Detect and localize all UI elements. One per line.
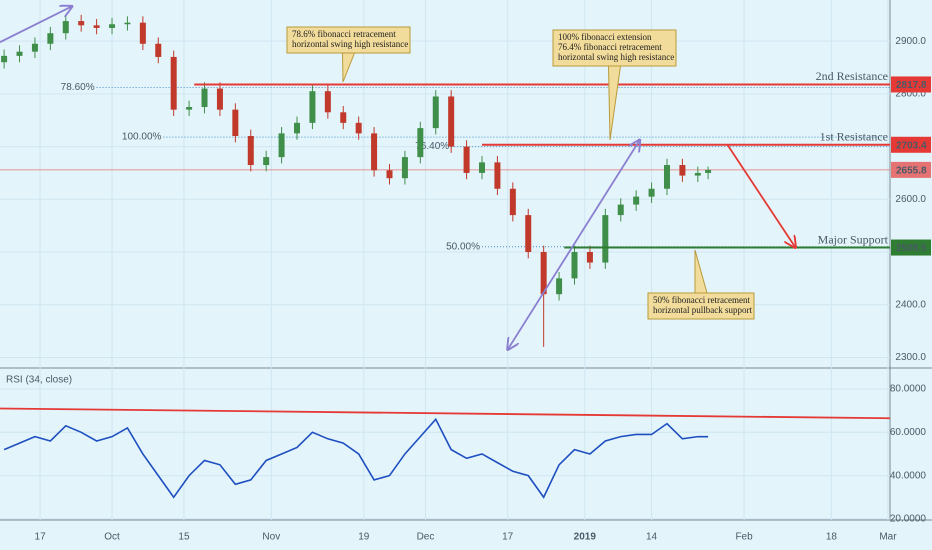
y-tick-label: 2800.0 (895, 88, 926, 99)
candle-body (633, 196, 640, 205)
candle-body (263, 157, 270, 166)
callout-text: 78.6% fibonacci retracement (292, 29, 396, 39)
candle-body (139, 22, 146, 44)
trendline (0, 6, 72, 43)
candle-body (448, 96, 455, 147)
candle-body (278, 133, 285, 158)
callout-text: horizontal swing high resistance (292, 39, 408, 49)
candle-body (556, 278, 563, 295)
x-tick-label: Nov (262, 532, 280, 543)
y-tick-label: 2900.0 (895, 36, 926, 47)
candle-body (617, 204, 624, 216)
candle-body (47, 33, 54, 44)
current-price: 2655.8 (896, 166, 927, 177)
level-value: 2703.4 (896, 140, 927, 151)
candle-body (705, 169, 712, 173)
candle-body (648, 188, 655, 197)
x-tick-label: Feb (735, 532, 753, 543)
x-tick-label: Oct (104, 532, 120, 543)
candle-body (78, 21, 85, 26)
candle-body (216, 88, 223, 110)
candle-body (571, 252, 578, 279)
callout-text: 50% fibonacci retracement (653, 295, 750, 305)
candle-body (432, 96, 439, 129)
candle-body (525, 215, 532, 253)
candle-body (478, 162, 485, 173)
candle-body (324, 91, 331, 113)
candle-body (679, 165, 686, 176)
x-tick-label: Dec (417, 532, 435, 543)
fib-label: 76.40% (415, 141, 449, 152)
x-tick-label: 15 (178, 532, 190, 543)
candle-body (355, 122, 362, 134)
level-value: 2508.5 (896, 243, 927, 254)
candle-body (386, 170, 393, 179)
fib-label: 50.00% (446, 241, 480, 252)
candle-body (1, 55, 8, 63)
candle-body (186, 107, 193, 110)
level-name: Major Support (818, 232, 889, 246)
callout-text: 76.4% fibonacci retracement (558, 42, 662, 52)
fib-label: 100.00% (122, 132, 162, 143)
x-tick-label: 18 (826, 532, 838, 543)
x-tick-label: Mar (879, 532, 897, 543)
candle-body (294, 122, 301, 134)
candle-body (232, 109, 239, 137)
level-name: 1st Resistance (820, 130, 888, 144)
level-tag (891, 136, 931, 153)
trendline (726, 144, 796, 248)
x-tick-label: 17 (502, 532, 514, 543)
x-tick-label: 14 (646, 532, 658, 543)
candle-body (31, 43, 38, 52)
candle-body (340, 112, 347, 123)
candle-body (62, 21, 69, 34)
rsi-title: RSI (34, close) (6, 375, 72, 386)
rsi-line (3, 417, 709, 499)
candle-body (463, 146, 470, 173)
callout-text: horizontal swing high resistance (558, 52, 674, 62)
callout-box (647, 249, 755, 320)
x-tick-label: 19 (358, 532, 370, 543)
candle-body (586, 252, 593, 263)
callout-text: horizontal pullback support (653, 305, 752, 315)
candle-body (170, 56, 177, 110)
candle-body (309, 91, 316, 123)
level-tag (891, 76, 931, 93)
y-tick-label: 60.0000 (890, 427, 927, 438)
candle-body (93, 25, 100, 28)
candle-body (109, 24, 116, 28)
x-tick-label: 2019 (574, 532, 597, 543)
candle-body (494, 162, 501, 189)
candle-body (16, 51, 23, 56)
candle-body (509, 188, 516, 216)
candle-body (201, 88, 208, 108)
callout-box (286, 26, 411, 83)
candle-body (124, 22, 131, 25)
y-tick-label: 80.0000 (890, 384, 927, 395)
candle-body (417, 128, 424, 158)
fib-label: 78.60% (61, 82, 95, 93)
candle-body (155, 43, 162, 57)
candle-body (371, 133, 378, 171)
candle-body (401, 157, 408, 179)
level-name: 2nd Resistance (816, 69, 888, 83)
candle-body (663, 165, 670, 189)
y-tick-label: 2600.0 (895, 194, 926, 205)
level-value: 2817.8 (896, 80, 927, 91)
candle-body (247, 136, 254, 166)
price-tag (891, 161, 931, 178)
y-tick-label: 20.0000 (890, 514, 927, 525)
trendline (508, 140, 640, 350)
trendline (0, 407, 891, 420)
y-tick-label: 2300.0 (895, 352, 926, 363)
level-tag (891, 239, 931, 256)
x-tick-label: 17 (35, 532, 47, 543)
y-tick-label: 40.0000 (890, 470, 927, 481)
y-tick-label: 2400.0 (895, 299, 926, 310)
candle-body (694, 172, 701, 176)
candle-body (602, 215, 609, 263)
callout-text: 100% fibonacci extension (558, 32, 652, 42)
